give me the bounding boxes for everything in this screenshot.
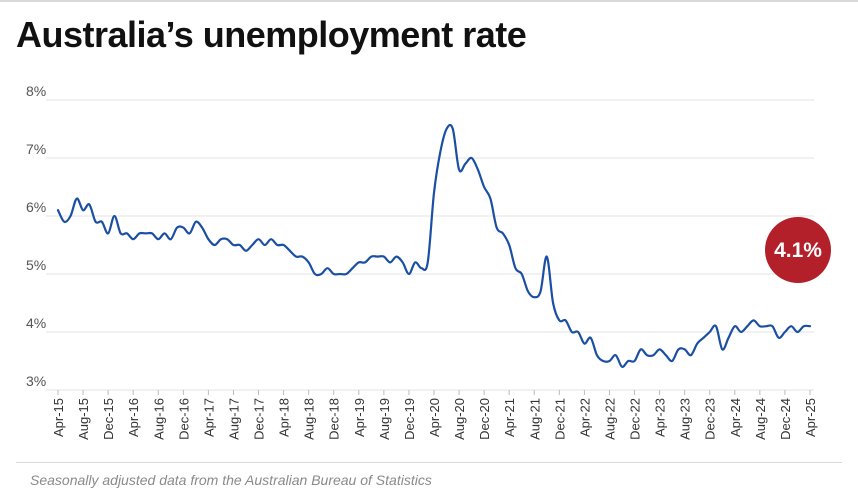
x-tick-label: Apr-15	[51, 398, 66, 437]
x-tick-label: Dec-19	[402, 398, 417, 440]
x-tick-label: Dec-20	[477, 398, 492, 440]
x-tick-label: Apr-19	[352, 398, 367, 437]
page-title: Australia’s unemployment rate	[16, 14, 527, 55]
x-tick-label: Apr-17	[201, 398, 216, 437]
series-line-unemployment-rate	[56, 123, 812, 368]
top-rule	[0, 0, 858, 2]
grid-lines	[46, 99, 814, 391]
y-tick-label: 7%	[26, 141, 46, 157]
x-tick-label: Aug-21	[527, 398, 542, 440]
x-tick-label: Dec-17	[252, 398, 267, 440]
x-tick-label: Aug-18	[302, 398, 317, 440]
x-tick-label: Apr-23	[653, 398, 668, 437]
x-tick-label: Aug-15	[76, 398, 91, 440]
y-tick-label: 3%	[26, 373, 46, 389]
x-tick-label: Aug-17	[226, 398, 241, 440]
x-axis-ticks: Apr-15 Aug-15 Dec-15 Apr-16 Aug-16 Dec-16 Apr-…	[51, 390, 818, 440]
x-tick-label: Dec-22	[628, 398, 643, 440]
x-tick-label: Dec-15	[101, 398, 116, 440]
x-tick-label: Aug-19	[377, 398, 392, 440]
x-tick-label: Apr-16	[126, 398, 141, 437]
x-tick-label: Aug-20	[452, 398, 467, 440]
y-tick-label: 4%	[26, 315, 46, 331]
x-tick-label: Aug-24	[753, 398, 768, 440]
x-tick-label: Dec-24	[778, 398, 793, 440]
x-tick-label: Dec-21	[552, 398, 567, 440]
x-tick-label: Aug-22	[602, 398, 617, 440]
y-tick-label: 6%	[26, 199, 46, 215]
x-tick-label: Dec-18	[327, 398, 342, 440]
x-tick-label: Aug-16	[151, 398, 166, 440]
x-tick-label: Apr-24	[728, 398, 743, 437]
x-tick-label: Apr-22	[577, 398, 592, 437]
latest-value-badge-circle	[765, 217, 831, 283]
x-tick-label: Apr-18	[277, 398, 292, 437]
latest-value-label: 4.1%	[774, 239, 822, 262]
x-tick-label: Dec-16	[176, 398, 191, 440]
latest-value-badge: 4.1%	[765, 217, 831, 283]
x-tick-label: Dec-23	[703, 398, 718, 440]
source-note: Seasonally adjusted data from the Austra…	[30, 472, 432, 488]
source-divider	[16, 462, 842, 463]
y-axis-ticks: 3% 4% 5% 6% 7% 8%	[26, 83, 46, 389]
x-tick-label: Apr-21	[502, 398, 517, 437]
x-tick-label: Aug-23	[678, 398, 693, 440]
y-tick-label: 5%	[26, 257, 46, 273]
y-tick-label: 8%	[26, 83, 46, 99]
x-tick-label: Apr-25	[803, 398, 818, 437]
x-tick-label: Apr-20	[427, 398, 442, 437]
